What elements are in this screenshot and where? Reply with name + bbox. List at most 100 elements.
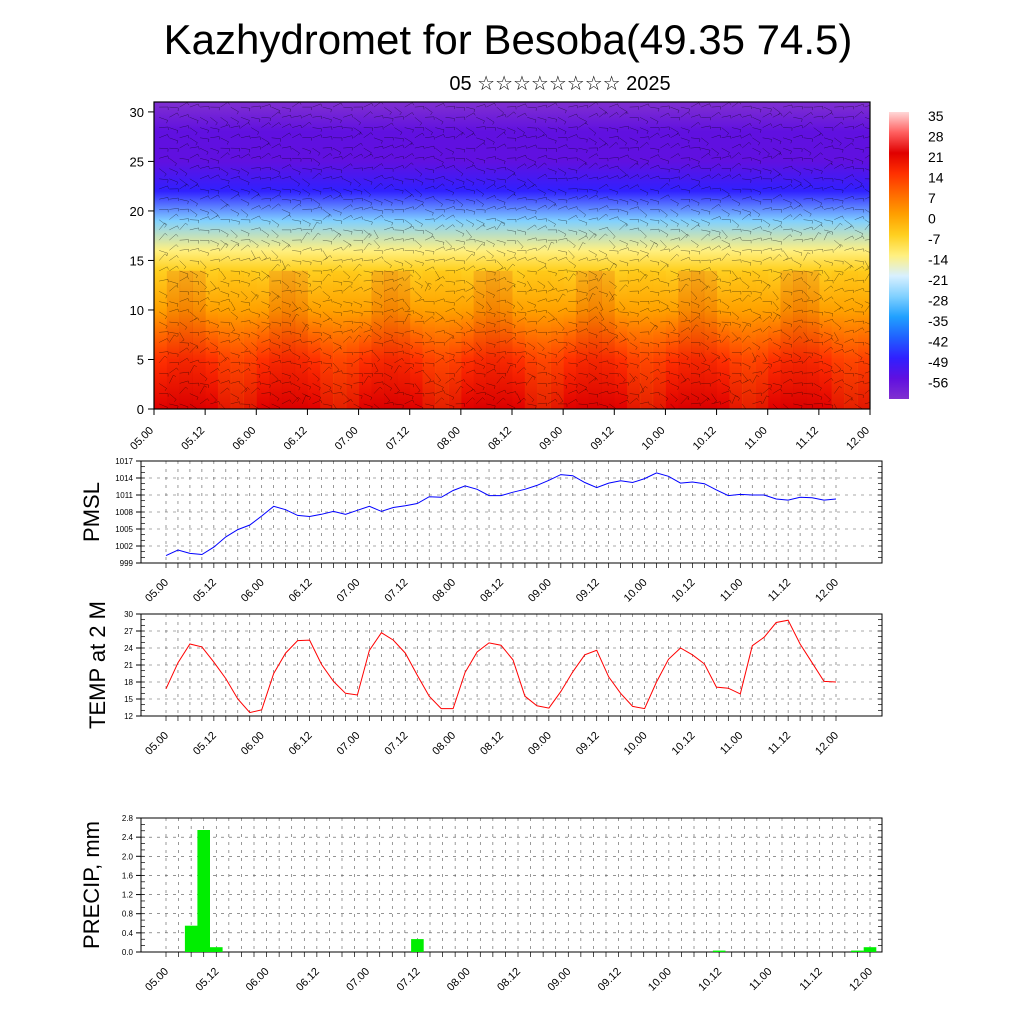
y-tick-label: 1014 (115, 474, 133, 483)
x-tick-label: 11.00 (718, 730, 745, 757)
x-tick-label: 05.12 (191, 577, 219, 605)
x-tick-label: 10.00 (622, 730, 650, 758)
x-tick-label: 09.12 (574, 730, 602, 758)
x-tick-label: 09.12 (574, 577, 602, 605)
y-tick-label: 25 (130, 154, 144, 169)
x-tick-label: 11.12 (766, 730, 793, 757)
y-tick-label: 999 (120, 559, 134, 568)
colorbar-label: -28 (928, 293, 948, 309)
precip-bar (411, 939, 424, 952)
colorbar-label: -42 (928, 334, 948, 350)
precip-bar (712, 950, 726, 952)
y-tick-label: 15 (130, 253, 144, 268)
x-tick-label: 05.00 (143, 577, 171, 605)
x-tick-label: 06.12 (294, 966, 322, 994)
colorbar-label: -21 (928, 272, 948, 288)
x-tick-label: 09.00 (545, 966, 573, 994)
y-tick-label: 10 (130, 303, 144, 318)
y-tick-label: 0.8 (122, 910, 134, 919)
y-tick-label: 1017 (115, 457, 133, 466)
colorbar-label: 28 (928, 129, 944, 145)
chart-title: Kazhydromet for Besoba(49.35 74.5) (163, 16, 853, 63)
x-tick-label: 09.12 (596, 966, 624, 994)
x-tick-label: 06.00 (244, 966, 272, 994)
precip-bar (863, 947, 877, 952)
x-tick-label: 09.00 (526, 577, 554, 605)
x-tick-label: 05.12 (191, 730, 219, 758)
colorbar-label: 35 (928, 108, 944, 124)
temp-axis-label: TEMP at 2 M (84, 601, 110, 729)
y-tick-label: 2.4 (122, 833, 134, 842)
x-tick-label: 06.12 (287, 577, 315, 605)
y-tick-label: 1.2 (122, 891, 134, 900)
y-tick-label: 1008 (115, 508, 133, 517)
x-tick-label: 10.00 (646, 966, 674, 994)
x-tick-label: 07.00 (344, 966, 372, 994)
y-tick-label: 21 (124, 661, 133, 670)
x-tick-label: 12.00 (813, 730, 841, 758)
y-tick-label: 30 (130, 105, 144, 120)
y-tick-label: 2.8 (122, 814, 134, 823)
x-tick-label: 07.12 (382, 577, 410, 605)
y-tick-label: 5 (137, 352, 144, 367)
x-tick-label: 08.12 (478, 577, 506, 605)
precip-bar (851, 950, 864, 952)
y-tick-label: 24 (124, 644, 133, 653)
temp-panel: 12 15 18 21 24 27 30 05.00 05.12 06.00 06.12 07.00 0… (124, 610, 883, 758)
y-tick-label: 0 (137, 402, 144, 417)
y-tick-label: 0.0 (122, 948, 134, 957)
x-tick-label: 07.12 (382, 730, 410, 758)
x-tick-label: 10.12 (696, 966, 724, 994)
y-tick-label: 15 (124, 695, 133, 704)
y-tick-label: 12 (124, 712, 133, 721)
x-tick-label: 10.00 (622, 577, 650, 605)
y-tick-label: 0.4 (122, 929, 134, 938)
y-tick-label: 1002 (115, 542, 133, 551)
y-tick-label: 1005 (115, 525, 133, 534)
colorbar-label: 0 (928, 211, 936, 227)
colorbar-label: 21 (928, 149, 944, 165)
y-tick-label: 30 (124, 610, 133, 619)
x-tick-label: 10.12 (670, 730, 698, 758)
x-tick-label: 07.12 (395, 966, 423, 994)
x-tick-label: 08.12 (478, 730, 506, 758)
colorbar-label: 14 (928, 170, 944, 186)
y-tick-label: 1.6 (122, 871, 134, 880)
x-tick-label: 07.00 (335, 577, 363, 605)
x-tick-label: 08.12 (495, 966, 523, 994)
x-tick-label: 05.00 (143, 730, 171, 758)
cross-section-field (154, 102, 870, 409)
x-tick-label: 08.00 (445, 966, 473, 994)
y-tick-label: 20 (130, 204, 144, 219)
precip-panel: 0.0 0.4 0.8 1.2 1.6 2.0 2.4 2.8 05.00 05.12 06.00 0… (122, 814, 883, 994)
x-tick-label: 11.00 (747, 966, 774, 993)
colorbar-label: -7 (928, 231, 941, 247)
x-tick-label: 05.12 (193, 966, 221, 994)
x-tick-label: 08.00 (430, 730, 458, 758)
wind-barbs (158, 102, 870, 409)
pmsl-panel: 999 1002 1005 1008 1011 1014 1017 05.00 05.12 06.… (115, 457, 883, 605)
x-tick-label: 12.00 (847, 966, 875, 994)
x-tick-label: 12.00 (813, 577, 841, 605)
pmsl-axis-label: PMSL (78, 482, 104, 542)
x-tick-label: 11.12 (797, 966, 824, 993)
precip-bar (184, 925, 198, 952)
x-tick-label: 11.00 (718, 577, 745, 604)
y-tick-label: 27 (124, 627, 133, 636)
colorbar (889, 112, 909, 399)
colorbar-label: 7 (928, 190, 936, 206)
precip-axis-label: PRECIP, mm (78, 821, 104, 949)
x-tick-label: 06.00 (239, 577, 267, 605)
x-tick-label: 07.00 (335, 730, 363, 758)
x-tick-label: 09.00 (526, 730, 554, 758)
x-tick-label: 08.00 (430, 577, 458, 605)
chart-subtitle: 05 ☆☆☆☆☆☆☆☆ 2025 (449, 73, 671, 95)
x-tick-label: 06.00 (239, 730, 267, 758)
y-tick-label: 18 (124, 678, 133, 687)
precip-bar (197, 830, 210, 952)
colorbar-label: -49 (928, 354, 948, 370)
precip-bar (210, 947, 223, 952)
x-tick-label: 05.00 (143, 966, 171, 994)
